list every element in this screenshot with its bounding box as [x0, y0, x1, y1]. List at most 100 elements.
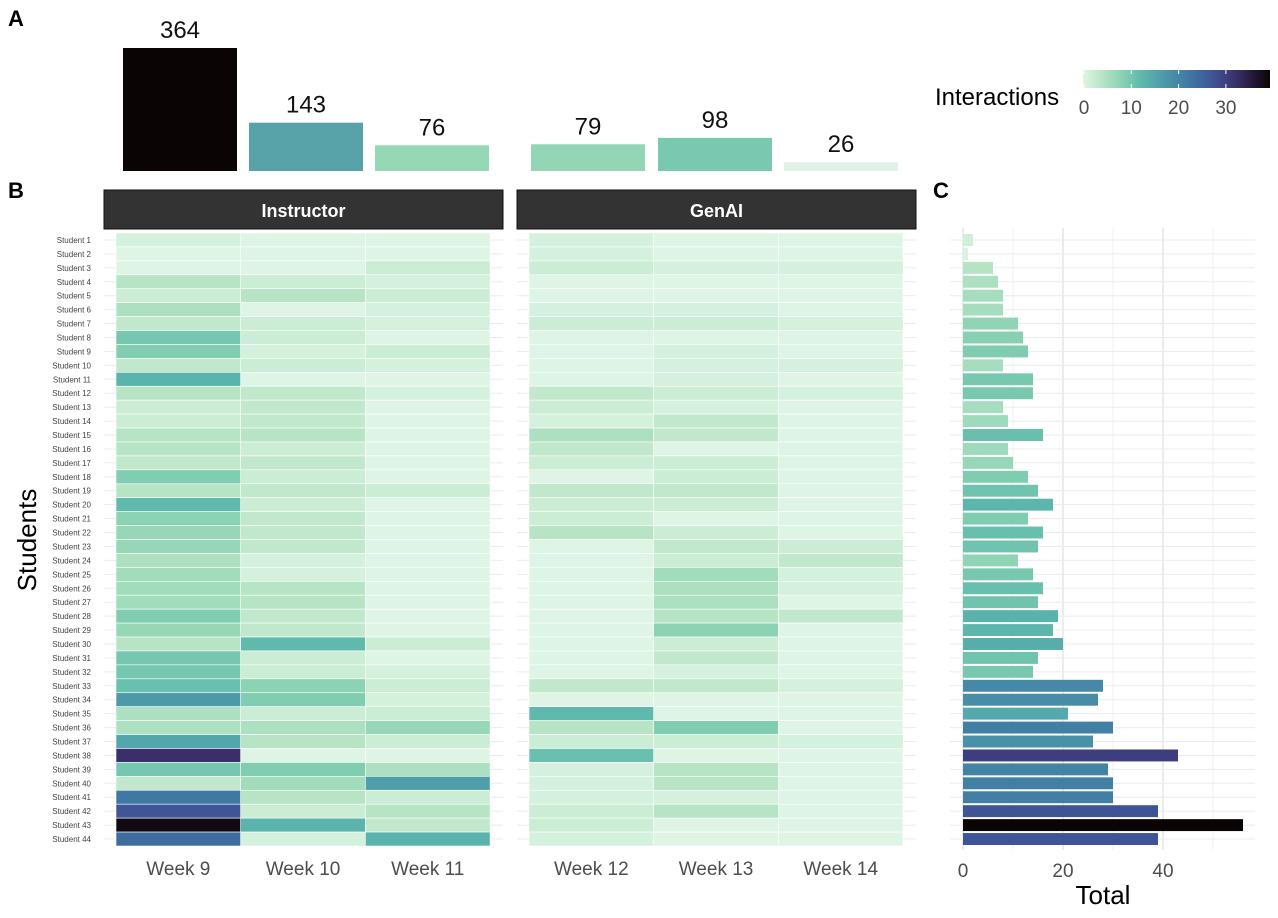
total-bar [963, 638, 1063, 650]
total-bar [963, 247, 968, 260]
heatmap-cell [240, 776, 366, 791]
heatmap-cell [653, 358, 779, 373]
x-tick-label: Week 9 [146, 859, 210, 880]
heatmap-cell [653, 567, 779, 582]
row-label: Student 37 [52, 738, 91, 747]
heatmap-cell [778, 469, 904, 485]
panel-a-weekly-totals: 364 143 76 79 98 26 [123, 17, 898, 171]
x-tick-label: Week 10 [266, 859, 341, 880]
heatmap-cell [528, 385, 654, 401]
heatmap-cell [115, 636, 241, 652]
heatmap-cell [365, 608, 491, 624]
heatmap-cell [778, 594, 904, 610]
heatmap-cell [778, 511, 904, 526]
row-label: Student 7 [57, 320, 92, 329]
heatmap-cell [528, 316, 654, 331]
heatmap-cell [778, 664, 904, 680]
heatmap-cell [528, 232, 654, 248]
heatmap-cell [365, 372, 491, 387]
heatmap-cell [115, 469, 241, 485]
heatmap-cell [365, 817, 491, 833]
heatmap-cell [653, 399, 779, 415]
heatmap-cell [528, 692, 654, 707]
row-label: Student 11 [53, 375, 92, 384]
heatmap-cell [365, 274, 491, 290]
heatmap-cell [115, 441, 241, 457]
heatmap-cell [653, 525, 779, 540]
heatmap-cell [115, 427, 241, 443]
heatmap-cell [115, 497, 241, 512]
heatmap-cell [528, 678, 654, 694]
heatmap-cell [528, 567, 654, 582]
heatmap-cell [528, 469, 654, 485]
bar-week-10 [249, 122, 363, 171]
heatmap-cell [528, 399, 654, 415]
heatmap-cell [653, 748, 779, 763]
row-label: Student 23 [52, 542, 91, 551]
heatmap-cell [365, 385, 491, 401]
heatmap-cell [528, 427, 654, 443]
heatmap-cell [778, 399, 904, 415]
heatmap-cell [653, 720, 779, 735]
panel-letter-b: B [8, 178, 24, 203]
heatmap-cell [653, 553, 779, 568]
total-bar [963, 484, 1038, 497]
heatmap-cell [653, 734, 779, 749]
heatmap-cell [528, 344, 654, 359]
heatmap-cell [240, 274, 366, 290]
heatmap-cell [653, 636, 779, 652]
heatmap-cell [528, 748, 654, 763]
heatmap-cell [115, 748, 241, 763]
row-label: Student 35 [52, 710, 91, 719]
total-bar [963, 791, 1113, 804]
total-bar [963, 763, 1108, 776]
panel-c-student-totals: 0 20 40 Total [950, 228, 1255, 910]
row-label: Student 17 [52, 459, 91, 468]
heatmap-cell [653, 232, 779, 248]
total-bar [963, 261, 993, 274]
heatmap-cell [778, 789, 904, 805]
heatmap-cell [365, 831, 491, 847]
heatmap-cell [365, 469, 491, 485]
heatmap-cell [365, 525, 491, 540]
row-label: Student 21 [52, 515, 91, 524]
panel-b-heatmap: Instructor Week 9 Week 10 Week 11 GenAI Week … [52, 189, 917, 880]
heatmap-cell [240, 302, 366, 317]
heatmap-cell [240, 817, 366, 833]
x-tick-label: Week 14 [803, 859, 878, 880]
heatmap-cell [240, 803, 366, 819]
heatmap-cell [240, 441, 366, 457]
total-bar [963, 735, 1093, 748]
heatmap-cell [778, 288, 904, 303]
row-label: Student 18 [52, 473, 91, 482]
total-bar [963, 610, 1058, 623]
row-label: Student 43 [52, 821, 91, 830]
heatmap-cell [528, 622, 654, 638]
heatmap-cell [240, 553, 366, 568]
heatmap-cell [778, 706, 904, 721]
heatmap-cell [240, 232, 366, 248]
heatmap-cell [365, 622, 491, 638]
heatmap-cell [240, 831, 366, 847]
heatmap-cell [778, 497, 904, 512]
heatmap-cell [115, 817, 241, 833]
heatmap-cell [365, 483, 491, 499]
heatmap-cell [365, 232, 491, 248]
row-label: Student 1 [57, 236, 92, 245]
heatmap-cell [653, 413, 779, 429]
total-bar [963, 568, 1033, 581]
heatmap-cell [240, 511, 366, 526]
heatmap-cell [240, 427, 366, 443]
heatmap-cell [240, 344, 366, 359]
heatmap-cell [653, 330, 779, 345]
row-label: Student 26 [52, 584, 91, 593]
heatmap-cell [778, 441, 904, 457]
heatmap-cell [240, 580, 366, 596]
heatmap-cell [115, 553, 241, 568]
heatmap-cell [653, 539, 779, 554]
heatmap-cell [528, 553, 654, 568]
heatmap-cell [778, 803, 904, 819]
heatmap-cell [115, 706, 241, 721]
heatmap-cell [778, 372, 904, 387]
